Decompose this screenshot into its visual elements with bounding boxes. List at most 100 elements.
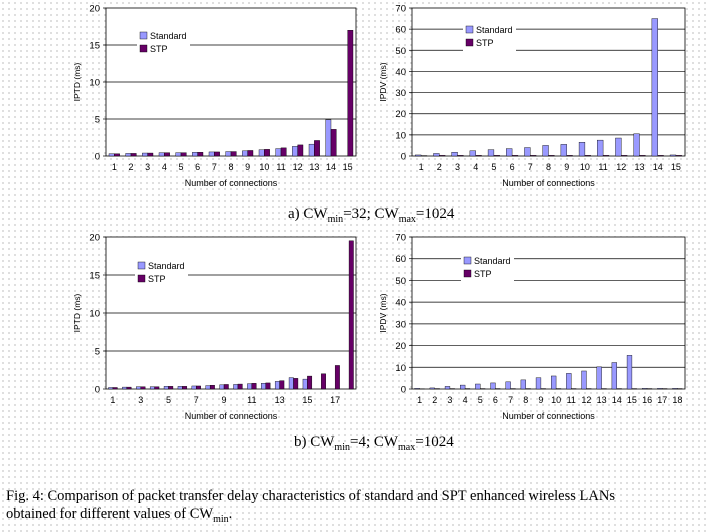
y-tick-label: 40: [395, 298, 406, 309]
x-tick-label: 7: [212, 162, 217, 172]
bar-standard-11: [275, 148, 282, 157]
x-tick-label: 1: [419, 162, 424, 172]
x-tick-label: 4: [463, 395, 468, 405]
x-tick-label: 8: [523, 395, 528, 405]
bar-stp-15: [347, 30, 354, 157]
y-tick-label: 15: [89, 271, 100, 282]
legend: Standard STP: [137, 28, 190, 58]
y-tick-label: 15: [89, 41, 100, 52]
bar-stp-15: [675, 155, 682, 157]
bar-standard-3: [142, 152, 148, 157]
caption-b: b) CWmin=4; CWmax=1024: [294, 434, 454, 453]
bar-stp-2: [126, 386, 132, 390]
bar-stp-10: [584, 155, 591, 157]
x-tick-label: 15: [671, 162, 681, 172]
legend-label-standard: Standard: [150, 31, 187, 41]
x-tick-label: 18: [672, 395, 682, 405]
x-axis-label: Number of connections: [185, 178, 278, 188]
y-tick-label: 70: [395, 233, 406, 244]
bar-standard-10: [578, 142, 586, 157]
bar-stp-6: [182, 386, 188, 390]
x-tick-label: 12: [616, 162, 626, 172]
bar-stp-7: [214, 151, 220, 157]
x-tick-label: 11: [247, 395, 256, 405]
bar-stp-9: [247, 150, 254, 157]
bar-standard-4: [469, 150, 476, 157]
y-axis-label: IPDV (ms): [378, 293, 388, 332]
ipdv-chart-b: 0 10 20 30 40 50 60 70 1 2 3 4 5 6 7 8 9 10 11 12 13 14 15 16 17…: [378, 228, 690, 428]
bar-standard-7: [524, 147, 531, 157]
bar-standard-16: [642, 388, 648, 390]
x-tick-label: 15: [302, 395, 312, 405]
y-tick-label: 0: [95, 385, 100, 396]
y-tick-label: 60: [395, 25, 406, 36]
bar-standard-14: [651, 18, 658, 157]
bar-standard-2: [122, 386, 128, 390]
x-tick-label: 17: [657, 395, 667, 405]
y-tick-label: 20: [395, 109, 406, 120]
bar-stp-3: [140, 386, 146, 390]
y-tick-label: 10: [89, 78, 100, 89]
bar-standard-5: [175, 152, 182, 157]
bar-standard-11: [247, 383, 253, 390]
bar-stp-5: [180, 152, 187, 157]
x-tick-label: 14: [653, 162, 663, 172]
bar-standard-17: [657, 388, 663, 390]
y-tick-label: 50: [395, 46, 406, 57]
bar-standard-14: [325, 119, 332, 157]
bar-standard-3: [136, 386, 141, 390]
y-tick-label: 50: [395, 276, 406, 287]
x-tick-label: 1: [112, 162, 117, 172]
x-tick-label: 10: [580, 162, 590, 172]
bar-standard-4: [460, 384, 466, 390]
legend-swatch-stp: [463, 269, 472, 278]
legend-label-stp: STP: [474, 269, 492, 279]
x-tick-label: 13: [597, 395, 607, 405]
x-tick-label: 14: [326, 162, 336, 172]
x-tick-label: 3: [138, 395, 143, 405]
legend-swatch-stp: [137, 274, 146, 283]
y-tick-label: 10: [395, 363, 406, 374]
bar-stp-11: [602, 155, 610, 157]
bar-stp-11: [251, 383, 257, 390]
bar-standard-2: [433, 153, 440, 157]
y-tick-label: 20: [89, 233, 100, 244]
legend-label-stp: STP: [476, 38, 494, 48]
bar-stp-16: [321, 373, 326, 390]
plot-area: [411, 7, 686, 157]
bar-stp-8: [548, 155, 555, 157]
bar-standard-9: [242, 150, 248, 157]
bar-stp-6: [511, 155, 519, 157]
x-tick-label: 5: [478, 395, 483, 405]
bar-standard-10: [233, 384, 239, 390]
bar-standard-11: [566, 373, 572, 390]
bar-standard-15: [626, 355, 633, 390]
x-tick-label: 13: [275, 395, 285, 405]
bar-standard-9: [219, 384, 225, 390]
x-tick-label: 11: [276, 162, 285, 172]
bar-stp-14: [330, 129, 337, 157]
x-axis-label: Number of connections: [502, 411, 595, 421]
bar-stp-9: [566, 155, 573, 157]
x-axis-label: Number of connections: [502, 178, 595, 188]
x-tick-label: 4: [473, 162, 478, 172]
bar-stp-1: [114, 153, 120, 157]
bar-standard-4: [158, 152, 165, 157]
x-tick-label: 1: [417, 395, 422, 405]
ipdv-chart-a: 0 10 20 30 40 50 60 70 1 2 3 4 5 6 7 8 9 10 11 12 13 14 15 Numb…: [378, 0, 690, 196]
bar-stp-4: [164, 152, 170, 157]
y-tick-label: 0: [95, 152, 100, 163]
bar-standard-8: [225, 151, 232, 157]
bar-standard-9: [535, 377, 542, 390]
bar-standard-3: [451, 151, 458, 157]
legend-swatch-stp: [139, 44, 148, 53]
bar-stp-3: [457, 155, 464, 157]
y-tick-label: 10: [395, 130, 406, 141]
x-tick-label: 5: [178, 162, 183, 172]
bar-standard-13: [308, 143, 315, 157]
iptd-chart-b: 0 5 10 15 20 1 3 5 7 9 11 13 15 17 Number of connectio…: [70, 228, 370, 428]
bar-standard-15: [302, 378, 308, 390]
y-tick-label: 5: [95, 115, 100, 126]
